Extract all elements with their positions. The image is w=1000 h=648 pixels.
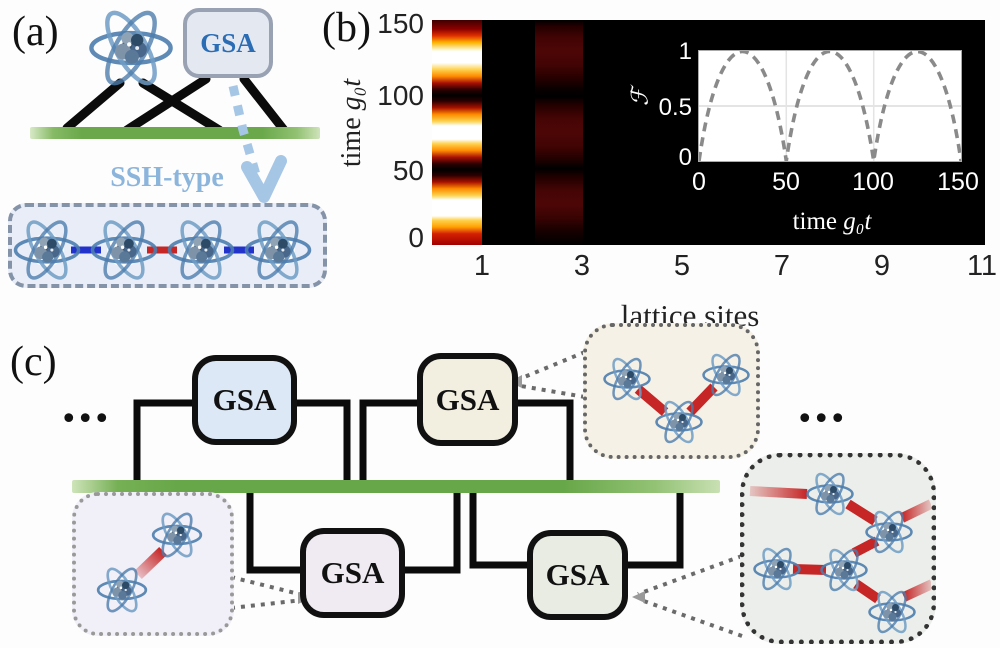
population-heatmap: ℱ 1 0.5 0 0 50 100 150 time g₀t xyxy=(432,20,985,245)
ssh-chain-art xyxy=(13,215,323,284)
gsa-node-3: GSA xyxy=(300,528,405,618)
inset-ytick-05: 0.5 xyxy=(658,94,692,121)
gsa-node-1: GSA xyxy=(192,355,297,445)
inset-xtick-0: 0 xyxy=(692,168,706,196)
photonic-bus-a xyxy=(30,127,320,139)
coupling-bond-icon xyxy=(686,383,718,416)
photonic-bus-c xyxy=(72,480,720,493)
b-xtick-5: 5 xyxy=(673,250,691,282)
gsa-node-2: GSA xyxy=(417,353,518,446)
b-xtick-11: 11 xyxy=(966,250,998,282)
coupling-bond-icon xyxy=(845,499,878,526)
panel-b-label: (b) xyxy=(322,5,371,51)
atom-icon xyxy=(167,215,235,284)
b-xtick-1: 1 xyxy=(473,250,491,282)
callout-pair-art xyxy=(96,508,203,617)
gsa-node-a: GSA xyxy=(183,8,273,78)
b-ytick-150: 150 xyxy=(377,8,424,39)
b-xtick-9: 9 xyxy=(873,250,891,282)
ssh-chain-box xyxy=(8,203,327,288)
b-ytick-0: 0 xyxy=(408,222,424,253)
b-xtick-7: 7 xyxy=(773,250,791,282)
gsa-node-1-label: GSA xyxy=(212,382,277,417)
inset-ylabel-F: ℱ xyxy=(626,87,653,107)
inset-ytick-1: 1 xyxy=(678,38,692,65)
coupling-bond-icon xyxy=(901,579,935,602)
coupling-bond-icon xyxy=(749,486,808,499)
callout-pair-coupling xyxy=(72,492,234,636)
panel-a-label: (a) xyxy=(12,9,59,55)
atom-icon xyxy=(806,469,854,519)
coupling-bond-icon xyxy=(851,536,880,558)
callout-v-art xyxy=(603,350,750,447)
heatmap-site1-column xyxy=(432,20,482,245)
atom-icon xyxy=(244,215,312,284)
coupling-bond-icon xyxy=(899,499,934,523)
panel-c-label: (c) xyxy=(10,339,57,385)
coupling-bond-icon xyxy=(853,579,881,604)
ssh-type-label: SSH-type xyxy=(110,162,224,193)
atom-icon xyxy=(753,544,801,594)
b-ytick-50: 50 xyxy=(392,155,424,186)
atom-icon xyxy=(13,215,81,284)
ellipsis-left: ... xyxy=(62,373,112,433)
callout-network-coupling xyxy=(740,453,936,644)
gsa-node-2-label: GSA xyxy=(435,381,500,417)
atom-icon xyxy=(90,215,158,284)
coupling-bond-icon xyxy=(134,547,167,579)
fidelity-curve xyxy=(697,50,963,162)
atom-icon xyxy=(87,4,175,92)
gsa-node-a-label: GSA xyxy=(200,27,256,58)
heatmap-site3-column xyxy=(535,20,583,245)
callout-network-art xyxy=(749,469,935,637)
callout-v-coupling xyxy=(583,323,760,459)
coupling-bond-icon xyxy=(634,385,669,416)
inset-ytick-0: 0 xyxy=(678,144,692,171)
gsa-node-4: GSA xyxy=(527,530,628,620)
inset-xtick-100: 100 xyxy=(852,168,894,196)
b-xtick-3: 3 xyxy=(573,250,591,282)
inset-xtick-50: 50 xyxy=(772,168,800,196)
arrowhead-icon xyxy=(241,155,287,203)
inset-xtick-150: 150 xyxy=(937,168,979,196)
gsa-node-3-label: GSA xyxy=(320,555,385,590)
gsa-node-4-label: GSA xyxy=(545,557,610,592)
fidelity-inset-plot xyxy=(697,50,963,162)
inset-xlabel: time g₀t xyxy=(792,208,872,235)
b-ytick-100: 100 xyxy=(377,80,424,111)
ellipsis-right: ... xyxy=(798,373,848,433)
b-yaxis-label: time g₀t xyxy=(336,78,367,168)
